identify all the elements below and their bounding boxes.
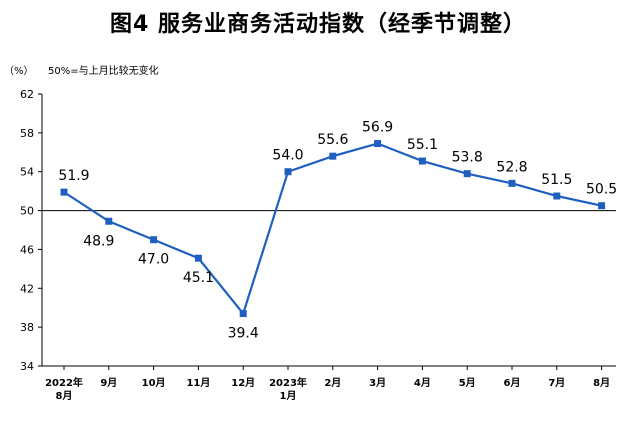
chart-title: 图4 服务业商务活动指数（经季节调整） bbox=[110, 12, 526, 37]
x-tick-label: 12月 bbox=[231, 377, 255, 389]
data-label: 39.4 bbox=[228, 326, 259, 342]
y-tick-label: 58 bbox=[20, 127, 34, 140]
x-tick-label: 6月 bbox=[504, 377, 521, 389]
data-label: 55.6 bbox=[317, 132, 348, 148]
x-tick-label: 2月 bbox=[324, 377, 341, 389]
data-label: 50.5 bbox=[586, 182, 617, 198]
y-tick-label: 54 bbox=[20, 166, 34, 179]
x-tick-label: 5月 bbox=[459, 377, 476, 389]
data-point bbox=[150, 236, 158, 244]
data-label: 56.9 bbox=[362, 120, 393, 136]
data-point bbox=[239, 310, 247, 318]
data-point bbox=[553, 192, 561, 200]
x-tick-label: 11月 bbox=[186, 377, 210, 389]
data-point bbox=[60, 188, 68, 196]
x-tick-label: 9月 bbox=[100, 377, 117, 389]
data-point bbox=[284, 168, 292, 176]
x-tick-label: 2023年 bbox=[269, 376, 307, 389]
data-label: 51.5 bbox=[541, 172, 572, 188]
data-label: 51.9 bbox=[58, 168, 89, 184]
unit-label: （%） bbox=[4, 65, 34, 77]
x-tick-label: 4月 bbox=[414, 377, 431, 389]
data-point bbox=[194, 254, 202, 262]
x-tick-label: 10月 bbox=[142, 377, 166, 389]
x-tick-label: 2022年 bbox=[45, 376, 83, 389]
data-point bbox=[463, 170, 471, 178]
y-tick-label: 46 bbox=[20, 243, 34, 256]
x-tick-label: 8月 bbox=[593, 377, 610, 389]
y-tick-label: 34 bbox=[20, 360, 34, 373]
x-tick-label: 3月 bbox=[369, 377, 386, 389]
y-tick-label: 62 bbox=[20, 88, 34, 101]
series-markers bbox=[60, 140, 606, 318]
data-point bbox=[508, 179, 516, 187]
x-tick-label: 7月 bbox=[548, 377, 565, 389]
data-label: 55.1 bbox=[407, 137, 438, 153]
y-tick-label: 50 bbox=[20, 205, 34, 218]
data-point bbox=[418, 157, 426, 165]
data-label: 48.9 bbox=[83, 233, 114, 249]
note-text: 50%=与上月比较无变化 bbox=[48, 64, 159, 77]
data-point bbox=[105, 217, 113, 225]
data-point bbox=[329, 152, 337, 160]
data-label: 47.0 bbox=[138, 252, 169, 268]
y-tick-label: 38 bbox=[20, 321, 34, 334]
x-tick-label: 8月 bbox=[56, 390, 73, 402]
data-label: 53.8 bbox=[452, 150, 483, 166]
data-point bbox=[598, 202, 606, 210]
data-labels: 51.9 48.9 47.0 45.1 39.4 54.0 55.6 56.9 55.1 53.8… bbox=[58, 120, 617, 342]
data-label: 52.8 bbox=[496, 159, 527, 175]
data-label: 54.0 bbox=[272, 148, 303, 164]
data-point bbox=[374, 140, 382, 148]
y-axis: 34 38 42 46 50 54 58 62 bbox=[20, 88, 43, 373]
y-tick-label: 42 bbox=[20, 282, 34, 295]
data-label: 45.1 bbox=[183, 270, 214, 286]
x-tick-label: 1月 bbox=[280, 390, 297, 402]
